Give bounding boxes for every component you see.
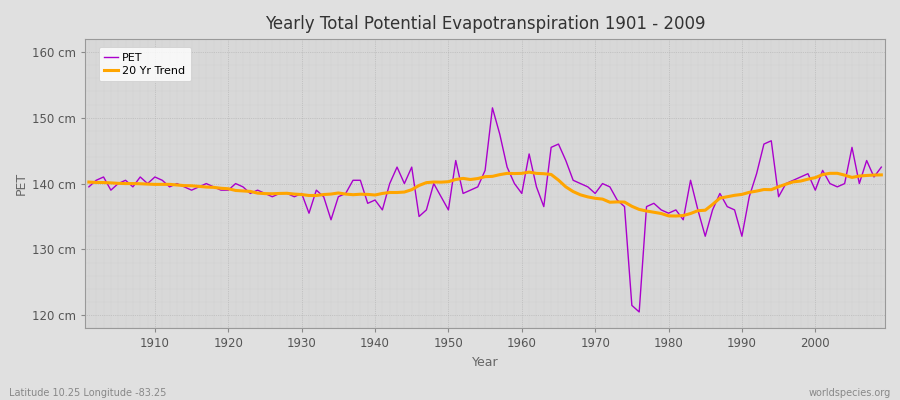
- 20 Yr Trend: [84, 180, 94, 184]
- PET: [524, 152, 535, 156]
- Title: Yearly Total Potential Evapotranspiration 1901 - 2009: Yearly Total Potential Evapotranspiratio…: [265, 15, 706, 33]
- 20 Yr Trend: [517, 171, 527, 176]
- Legend: PET, 20 Yr Trend: PET, 20 Yr Trend: [99, 47, 191, 81]
- PET: [634, 310, 644, 314]
- Line: PET: PET: [89, 108, 881, 312]
- PET: [517, 191, 527, 196]
- 20 Yr Trend: [347, 192, 358, 197]
- X-axis label: Year: Year: [472, 356, 499, 369]
- 20 Yr Trend: [142, 182, 153, 186]
- PET: [612, 198, 623, 202]
- PET: [487, 106, 498, 110]
- 20 Yr Trend: [509, 171, 520, 176]
- Y-axis label: PET: PET: [15, 172, 28, 195]
- PET: [876, 165, 886, 170]
- Line: 20 Yr Trend: 20 Yr Trend: [89, 172, 881, 216]
- PET: [303, 211, 314, 216]
- 20 Yr Trend: [524, 170, 535, 174]
- PET: [142, 181, 153, 186]
- PET: [347, 178, 358, 183]
- Text: Latitude 10.25 Longitude -83.25: Latitude 10.25 Longitude -83.25: [9, 388, 166, 398]
- 20 Yr Trend: [612, 200, 623, 204]
- 20 Yr Trend: [876, 172, 886, 177]
- 20 Yr Trend: [303, 193, 314, 198]
- 20 Yr Trend: [670, 214, 681, 218]
- Text: worldspecies.org: worldspecies.org: [809, 388, 891, 398]
- PET: [84, 184, 94, 189]
